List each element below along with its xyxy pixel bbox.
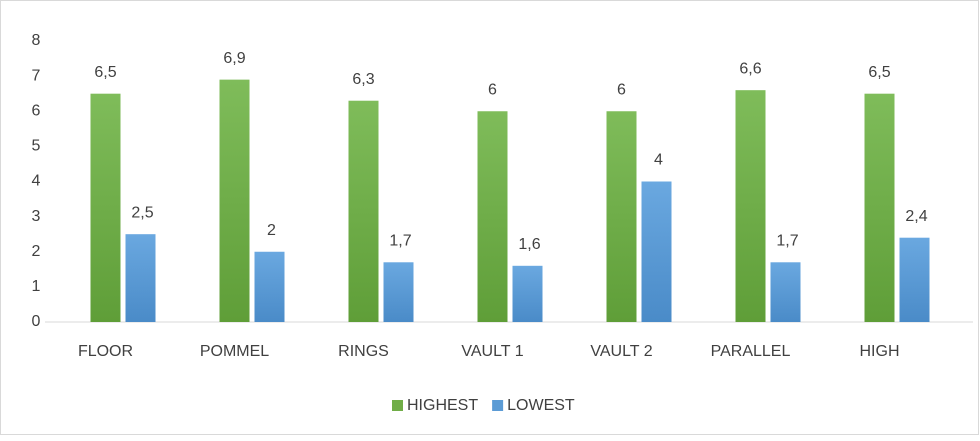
bar <box>606 111 637 322</box>
data-label: 6,3 <box>352 71 374 88</box>
x-tick-label: PARALLEL <box>711 343 791 360</box>
bar <box>512 265 543 322</box>
bar <box>864 93 895 322</box>
x-tick-label: RINGS <box>338 343 389 360</box>
bar <box>383 262 414 322</box>
data-label: 1,7 <box>389 233 411 250</box>
bar <box>125 234 156 322</box>
bar <box>770 262 801 322</box>
data-label: 2,5 <box>131 204 153 221</box>
x-tick-label: HIGH <box>860 343 900 360</box>
legend-swatch <box>492 400 504 411</box>
data-label: 2 <box>267 222 276 239</box>
bar <box>641 181 672 322</box>
y-tick-label: 3 <box>32 208 41 225</box>
data-label: 6,5 <box>94 64 116 81</box>
bar <box>90 93 121 322</box>
data-label: 1,6 <box>518 236 540 253</box>
bar <box>219 79 250 322</box>
y-tick-label: 1 <box>32 278 41 295</box>
data-label: 6,9 <box>223 50 245 67</box>
y-tick-label: 8 <box>32 32 41 49</box>
bar <box>254 251 285 322</box>
data-label: 6,5 <box>868 64 890 81</box>
bar <box>735 90 766 322</box>
bar <box>899 237 930 322</box>
data-label: 2,4 <box>905 208 927 225</box>
data-label: 6,6 <box>739 60 761 77</box>
legend-swatch <box>392 400 403 411</box>
bar <box>477 111 508 322</box>
x-tick-label: FLOOR <box>78 343 133 360</box>
data-label: 4 <box>654 152 663 169</box>
y-tick-label: 7 <box>32 67 41 84</box>
y-tick-label: 5 <box>32 138 41 155</box>
bar <box>348 100 379 323</box>
data-label: 6 <box>617 81 626 98</box>
data-label: 6 <box>488 81 497 98</box>
legend-label: LOWEST <box>507 397 575 414</box>
y-tick-label: 4 <box>32 173 41 190</box>
y-tick-label: 0 <box>32 313 41 330</box>
x-tick-label: VAULT 1 <box>461 343 523 360</box>
y-tick-label: 2 <box>32 243 41 260</box>
data-label: 1,7 <box>776 233 798 250</box>
x-tick-label: POMMEL <box>200 343 269 360</box>
x-tick-label: VAULT 2 <box>590 343 652 360</box>
legend-label: HIGHEST <box>407 397 478 414</box>
y-tick-label: 6 <box>32 102 41 119</box>
